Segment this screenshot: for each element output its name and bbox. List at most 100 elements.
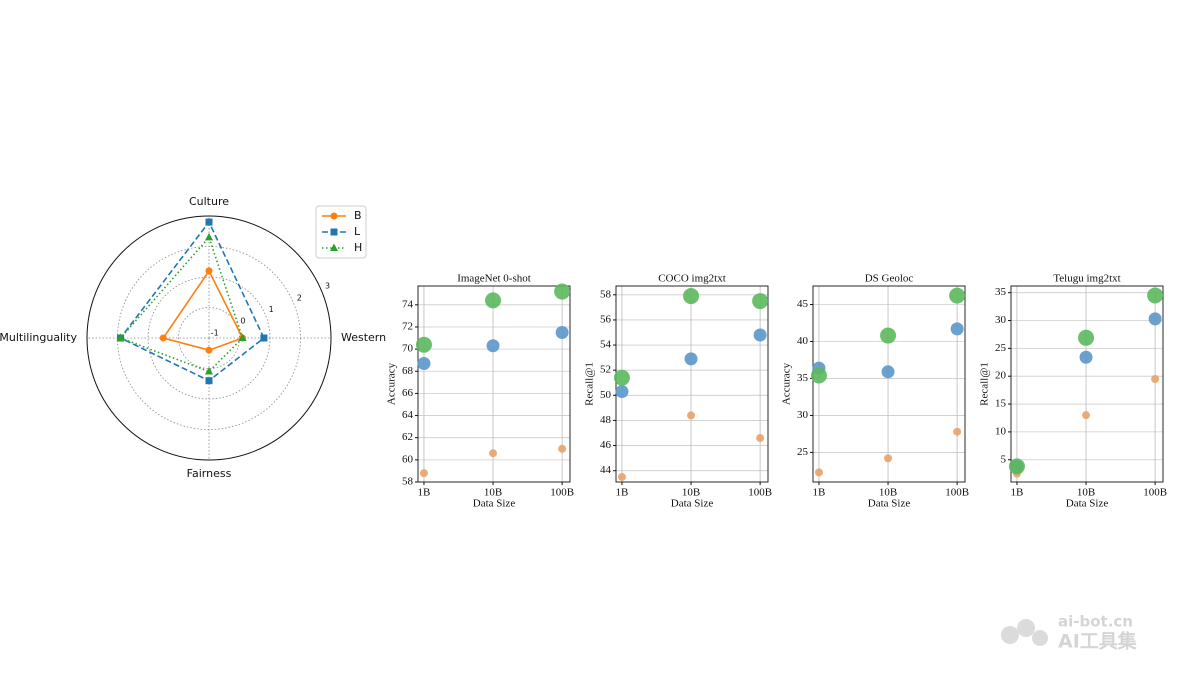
scatter-point bbox=[1147, 287, 1164, 304]
y-tick-label: 25 bbox=[995, 342, 1007, 354]
x-tick-label: 100B bbox=[748, 487, 772, 499]
y-tick-label: 46 bbox=[600, 439, 612, 451]
scatter-point bbox=[1079, 350, 1093, 364]
y-tick-label: 52 bbox=[600, 364, 611, 376]
scatter-point bbox=[617, 472, 626, 481]
r-tick-label: -1 bbox=[211, 328, 219, 337]
plot-title: ImageNet 0-shot bbox=[457, 273, 531, 285]
scatter-point bbox=[489, 449, 498, 458]
scatter-point bbox=[485, 292, 502, 309]
scatter-point bbox=[415, 336, 432, 353]
marker bbox=[205, 267, 213, 275]
scatter-point bbox=[555, 326, 569, 340]
legend-label: B bbox=[354, 209, 362, 222]
scatter-point bbox=[1151, 374, 1160, 383]
r-tick-label: 2 bbox=[297, 293, 302, 302]
y-tick-label: 68 bbox=[402, 365, 414, 377]
x-tick-label: 1B bbox=[418, 487, 431, 499]
scatter-point bbox=[486, 339, 500, 353]
scatter-point bbox=[615, 385, 629, 399]
axis-category-label: Multilinguality bbox=[0, 331, 77, 344]
y-tick-label: 60 bbox=[402, 453, 414, 465]
watermark-domain: ai-bot.cn bbox=[1058, 613, 1133, 631]
axis-category-label: Culture bbox=[189, 195, 229, 208]
y-tick-label: 62 bbox=[402, 431, 413, 443]
scatter-point bbox=[1008, 458, 1025, 475]
x-tick-label: 100B bbox=[945, 487, 969, 499]
plot-frame bbox=[615, 285, 769, 483]
marker bbox=[238, 333, 247, 341]
y-tick-label: 5 bbox=[1001, 453, 1007, 465]
marker bbox=[116, 333, 125, 341]
y-tick-label: 74 bbox=[402, 298, 414, 310]
scatter-point bbox=[558, 444, 567, 453]
y-tick-label: 30 bbox=[797, 409, 809, 421]
scatter-point bbox=[949, 287, 966, 304]
y-axis-label: Accuracy bbox=[386, 362, 398, 405]
scatter-point bbox=[752, 293, 769, 310]
y-tick-label: 30 bbox=[995, 314, 1007, 326]
marker bbox=[330, 243, 338, 251]
legend-box bbox=[315, 205, 367, 259]
scatter-point bbox=[756, 434, 765, 443]
scatter-point bbox=[417, 357, 431, 371]
scatter-point bbox=[810, 367, 827, 384]
y-axis-label: Recall@1 bbox=[584, 362, 596, 406]
r-tick-label: 1 bbox=[269, 305, 274, 314]
x-tick-label: 1B bbox=[616, 487, 629, 499]
marker bbox=[205, 346, 213, 354]
legend-label: L bbox=[354, 225, 361, 238]
y-tick-label: 50 bbox=[600, 389, 612, 401]
marker bbox=[205, 232, 213, 241]
scatter-point bbox=[953, 427, 962, 436]
y-tick-label: 70 bbox=[402, 343, 414, 355]
scatter-point bbox=[687, 411, 696, 420]
y-tick-label: 44 bbox=[600, 464, 612, 476]
x-tick-label: 1B bbox=[813, 487, 826, 499]
x-tick-label: 1B bbox=[1011, 487, 1024, 499]
y-tick-label: 54 bbox=[600, 339, 612, 351]
y-tick-label: 15 bbox=[995, 398, 1007, 410]
scatter-point bbox=[1148, 312, 1162, 326]
x-tick-label: 10B bbox=[484, 487, 502, 499]
legend-label: H bbox=[354, 241, 362, 254]
scatter-point bbox=[880, 327, 897, 344]
watermark-logo bbox=[1017, 619, 1035, 637]
scatter-point bbox=[753, 328, 767, 342]
y-tick-label: 20 bbox=[995, 370, 1007, 382]
scatter-point bbox=[613, 369, 630, 386]
y-tick-label: 58 bbox=[600, 288, 612, 300]
marker bbox=[159, 334, 167, 342]
scatter-point bbox=[554, 283, 571, 300]
y-tick-label: 56 bbox=[600, 313, 612, 325]
plot-frame bbox=[1010, 285, 1164, 483]
marker bbox=[205, 367, 213, 375]
y-tick-label: 35 bbox=[995, 286, 1007, 298]
r-tick-label: 0 bbox=[240, 317, 245, 326]
x-tick-label: 100B bbox=[550, 487, 574, 499]
marker bbox=[260, 334, 268, 342]
watermark-logo bbox=[1001, 626, 1019, 644]
x-tick-label: 10B bbox=[682, 487, 700, 499]
watermark-logo bbox=[1032, 630, 1048, 646]
scatter-point bbox=[814, 468, 823, 477]
x-tick-label: 10B bbox=[1077, 487, 1095, 499]
y-tick-label: 64 bbox=[402, 409, 414, 421]
scatter-point bbox=[419, 469, 428, 478]
outer-circle bbox=[86, 215, 332, 461]
scatter-point bbox=[683, 288, 700, 305]
marker bbox=[330, 228, 338, 236]
y-tick-label: 40 bbox=[797, 335, 809, 347]
plot-title: Telugu img2txt bbox=[1053, 273, 1120, 285]
y-tick-label: 10 bbox=[995, 425, 1007, 437]
watermark: ai-bot.cn AI工具集 bbox=[1001, 613, 1138, 653]
x-tick-label: 10B bbox=[879, 487, 897, 499]
scatter-point bbox=[884, 454, 893, 463]
marker bbox=[330, 212, 338, 220]
scatter-point bbox=[1082, 411, 1091, 420]
scatter-point bbox=[950, 322, 964, 336]
axis-category-label: Western bbox=[341, 331, 386, 344]
plot-title: DS Geoloc bbox=[865, 273, 914, 285]
